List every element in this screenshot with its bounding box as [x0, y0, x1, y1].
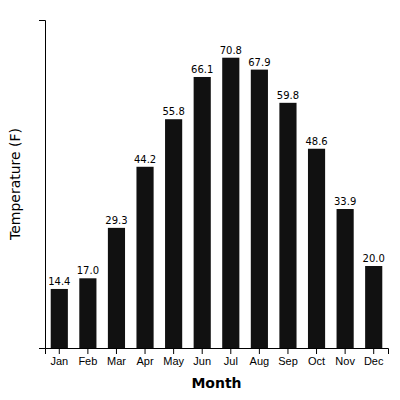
x-tick: Jun [193, 348, 211, 367]
bar [279, 103, 296, 348]
x-tick: Jul [224, 348, 238, 367]
x-tick-label: Nov [335, 355, 355, 367]
data-label: 14.4 [48, 276, 70, 287]
x-axis-title: Month [191, 375, 241, 391]
data-label: 59.8 [277, 90, 299, 101]
x-tick-mark [287, 348, 288, 354]
x-tick-label: Sep [278, 355, 298, 367]
data-label: 48.6 [305, 136, 327, 147]
x-tick-mark [230, 348, 231, 354]
x-tick-mark [202, 348, 203, 354]
x-axis-line [46, 349, 389, 355]
x-tick: Jan [50, 348, 68, 367]
x-tick: Oct [308, 348, 325, 367]
data-label: 29.3 [105, 215, 127, 226]
bar [308, 149, 325, 348]
plot: Jan Feb Mar Apr May Jun Jul Aug Sep Oct Nov Dec 14.4… [39, 21, 389, 367]
data-label: 33.9 [334, 196, 356, 207]
x-tick: Aug [250, 348, 270, 367]
chart: Jan Feb Mar Apr May Jun Jul Aug Sep Oct Nov Dec 14.4… [0, 0, 400, 400]
bar [136, 167, 153, 348]
x-tick-mark [173, 348, 174, 354]
bar [337, 209, 354, 348]
y-axis-title: Temperature (F) [7, 128, 23, 241]
x-tick-mark [59, 348, 60, 354]
x-tick-mark [373, 348, 374, 354]
x-tick: Mar [107, 348, 126, 367]
bar [194, 77, 211, 348]
x-tick: Apr [136, 348, 153, 367]
data-label: 44.2 [134, 154, 156, 165]
data-labels: 14.4 17.0 29.3 44.2 55.8 66.1 70.8 67.9 59.8 48.6… [48, 45, 385, 287]
data-label: 66.1 [191, 64, 213, 75]
x-tick: May [163, 348, 184, 367]
x-tick-label: Jun [193, 355, 211, 367]
x-tick-mark [345, 348, 346, 354]
x-tick-mark [87, 348, 88, 354]
data-label: 70.8 [220, 45, 242, 56]
x-tick-mark [259, 348, 260, 354]
x-tick-label: Dec [364, 355, 384, 367]
x-tick: Nov [335, 348, 355, 367]
x-axis: Jan Feb Mar Apr May Jun Jul Aug Sep Oct Nov Dec [46, 348, 389, 367]
bar [222, 58, 239, 348]
data-label: 20.0 [363, 253, 385, 264]
x-tick-mark [145, 348, 146, 354]
bars [51, 58, 383, 348]
bar [165, 119, 182, 348]
y-axis [39, 21, 46, 349]
x-tick-mark [116, 348, 117, 354]
x-tick: Sep [278, 348, 298, 367]
bar [79, 278, 96, 348]
x-tick-label: Jul [224, 355, 238, 367]
bar [51, 289, 68, 348]
data-label: 55.8 [162, 106, 184, 117]
x-tick-mark [316, 348, 317, 354]
x-tick-label: Mar [107, 355, 126, 367]
data-label: 67.9 [248, 57, 270, 68]
x-tick-label: Feb [78, 355, 97, 367]
x-tick-label: Oct [308, 355, 325, 367]
bar [108, 228, 125, 348]
x-tick-label: Aug [250, 355, 270, 367]
x-tick-label: Jan [50, 355, 68, 367]
y-axis-line [39, 21, 46, 349]
data-label: 17.0 [77, 265, 99, 276]
bar [365, 266, 382, 348]
x-tick-label: Apr [136, 355, 153, 367]
x-tick: Dec [364, 348, 384, 367]
bar [251, 70, 268, 348]
x-tick-label: May [163, 355, 184, 367]
x-tick: Feb [78, 348, 97, 367]
